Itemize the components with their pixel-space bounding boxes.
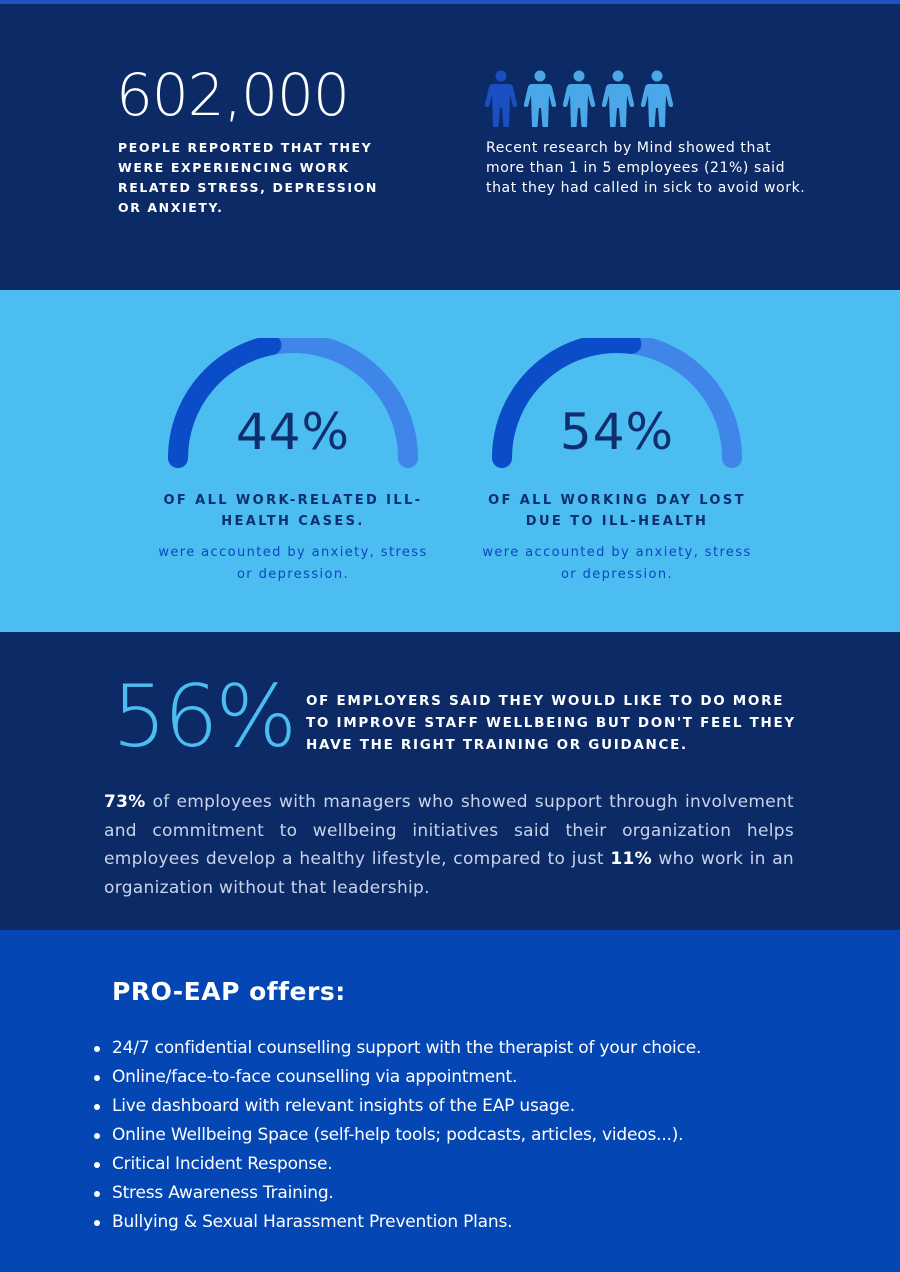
person-icon xyxy=(484,70,518,127)
stat-56-caption: OF EMPLOYERS SAID THEY WOULD LIKE TO DO … xyxy=(306,693,796,753)
person-icon xyxy=(640,70,674,127)
paragraph-text-1: of employees with managers who showed su… xyxy=(104,792,794,869)
stat-73: 73% xyxy=(104,792,146,812)
mind-research-text: Recent research by Mind showed that more… xyxy=(486,140,806,196)
stat-602000: 602,000 xyxy=(116,61,350,129)
section-employers xyxy=(0,632,900,930)
offers-list: 24/7 confidential counselling support wi… xyxy=(90,1034,870,1237)
section-stress-stats xyxy=(0,0,900,290)
gauge-44-subtext: were accounted by anxiety, stress or dep… xyxy=(158,545,428,582)
paragraph-text-2: who work in an organization without that… xyxy=(104,849,794,898)
offer-item: 24/7 confidential counselling support wi… xyxy=(90,1034,870,1063)
managers-paragraph: 73% of employees with managers who showe… xyxy=(104,788,794,902)
offers-title: PRO-EAP offers: xyxy=(112,977,346,1006)
offer-item: Bullying & Sexual Harassment Prevention … xyxy=(90,1208,870,1237)
person-icon xyxy=(601,70,635,127)
section-offers xyxy=(0,930,900,1272)
gauge-54-value: 54% xyxy=(559,403,675,461)
gauge-fill xyxy=(492,338,642,468)
gauge-54 xyxy=(492,338,742,468)
offer-item: Stress Awareness Training. xyxy=(90,1179,870,1208)
gauge-44-caption: OF ALL WORK-RELATED ILL-HEALTH CASES. xyxy=(163,493,423,529)
person-icon xyxy=(562,70,596,127)
stat-602000-caption: PEOPLE REPORTED THAT THEY WERE EXPERIENC… xyxy=(118,140,378,215)
offer-item: Online Wellbeing Space (self-help tools;… xyxy=(90,1121,870,1150)
offer-item: Live dashboard with relevant insights of… xyxy=(90,1092,870,1121)
offer-item: Online/face-to-face counselling via appo… xyxy=(90,1063,870,1092)
person-icon xyxy=(523,70,557,127)
gauge-44 xyxy=(168,338,418,468)
stat-11: 11% xyxy=(610,849,652,869)
gauge-fill xyxy=(168,338,282,468)
gauge-44-value: 44% xyxy=(235,403,351,461)
stat-56: 56% xyxy=(112,667,297,767)
people-icons xyxy=(484,70,674,128)
offer-item: Critical Incident Response. xyxy=(90,1150,870,1179)
gauge-54-subtext: were accounted by anxiety, stress or dep… xyxy=(482,545,752,582)
gauge-54-caption: OF ALL WORKING DAY LOST DUE TO ILL-HEALT… xyxy=(488,493,746,529)
section-gauges xyxy=(0,290,900,632)
